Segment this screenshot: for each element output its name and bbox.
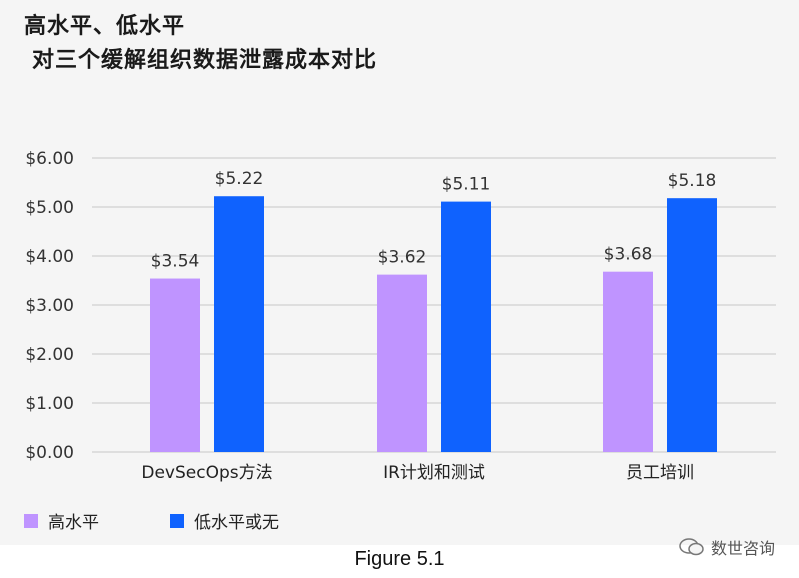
data-label: $3.54 <box>151 252 200 272</box>
legend-item-high: 高水平 <box>24 508 99 533</box>
bar-chart: $0.00 $1.00 $2.00 $3.00 $4.00 $5.00 $6.00 $3.54… <box>25 149 776 483</box>
y-tick-label: $6.00 <box>25 149 74 169</box>
data-label: $3.62 <box>378 248 427 268</box>
legend-label-low: 低水平或无 <box>194 513 279 533</box>
data-label: $3.68 <box>604 245 653 265</box>
y-tick-label: $5.00 <box>25 198 74 218</box>
legend-item-low: 低水平或无 <box>170 508 279 533</box>
bar <box>667 198 717 452</box>
x-category-label: IR计划和测试 <box>383 463 485 483</box>
legend-swatch-low <box>170 513 184 528</box>
y-tick-label: $2.00 <box>25 345 74 365</box>
bar <box>150 278 200 452</box>
y-tick-label: $4.00 <box>25 247 74 267</box>
bar <box>603 271 653 452</box>
wechat-icon <box>679 538 704 556</box>
legend-swatch-high <box>24 513 38 528</box>
bar <box>214 196 264 452</box>
bar <box>377 274 427 452</box>
y-tick-label: $3.00 <box>25 296 74 316</box>
bar <box>441 201 491 452</box>
chart-panel <box>0 0 799 545</box>
data-label: $5.22 <box>215 169 264 189</box>
data-label: $5.18 <box>668 171 717 191</box>
figure-caption: Figure 5.1 <box>354 548 445 570</box>
y-tick-label: $1.00 <box>25 394 74 414</box>
watermark-text: 数世咨询 <box>710 539 775 558</box>
chart-title-line1: 高水平、低水平 <box>24 14 186 39</box>
watermark: 数世咨询 <box>679 535 775 559</box>
x-category-label: 员工培训 <box>626 463 694 483</box>
y-tick-label: $0.00 <box>25 443 74 463</box>
data-label: $5.11 <box>442 175 491 195</box>
legend-label-high: 高水平 <box>48 513 99 533</box>
chart-title-line2: 对三个缓解组织数据泄露成本对比 <box>32 48 378 73</box>
x-category-label: DevSecOps方法 <box>141 463 272 483</box>
